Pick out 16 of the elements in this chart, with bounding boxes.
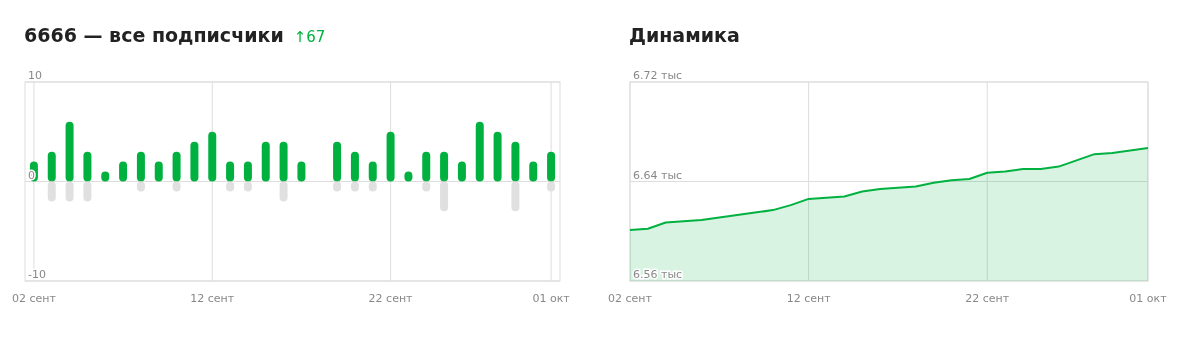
x-tick-label: 12 сент — [190, 292, 235, 305]
x-tick-label: 22 сент — [368, 292, 414, 305]
x-tick-label: 12 сент — [786, 292, 832, 305]
chart-subtitle: ↑67 — [293, 28, 326, 46]
x-tick-label: 22 сент — [965, 292, 1010, 305]
chart-title: 6666 — все подписчики — [24, 24, 284, 46]
y-tick-label: 6.64 тыс — [633, 168, 683, 182]
y-tick-label: 6.72 тыс — [633, 69, 683, 82]
y-tick-label: 6.56 тыс — [633, 268, 683, 281]
x-tick-label: 02 сент — [11, 292, 57, 305]
y-tick-label: 10 — [28, 69, 42, 82]
x-tick-label: 01 окт — [1129, 292, 1168, 305]
chart-title: Динамика — [629, 24, 740, 46]
x-tick-label: 02 сент — [608, 292, 653, 305]
y-tick-label: -10 — [28, 268, 46, 281]
x-tick-label: 01 окт — [532, 292, 571, 305]
